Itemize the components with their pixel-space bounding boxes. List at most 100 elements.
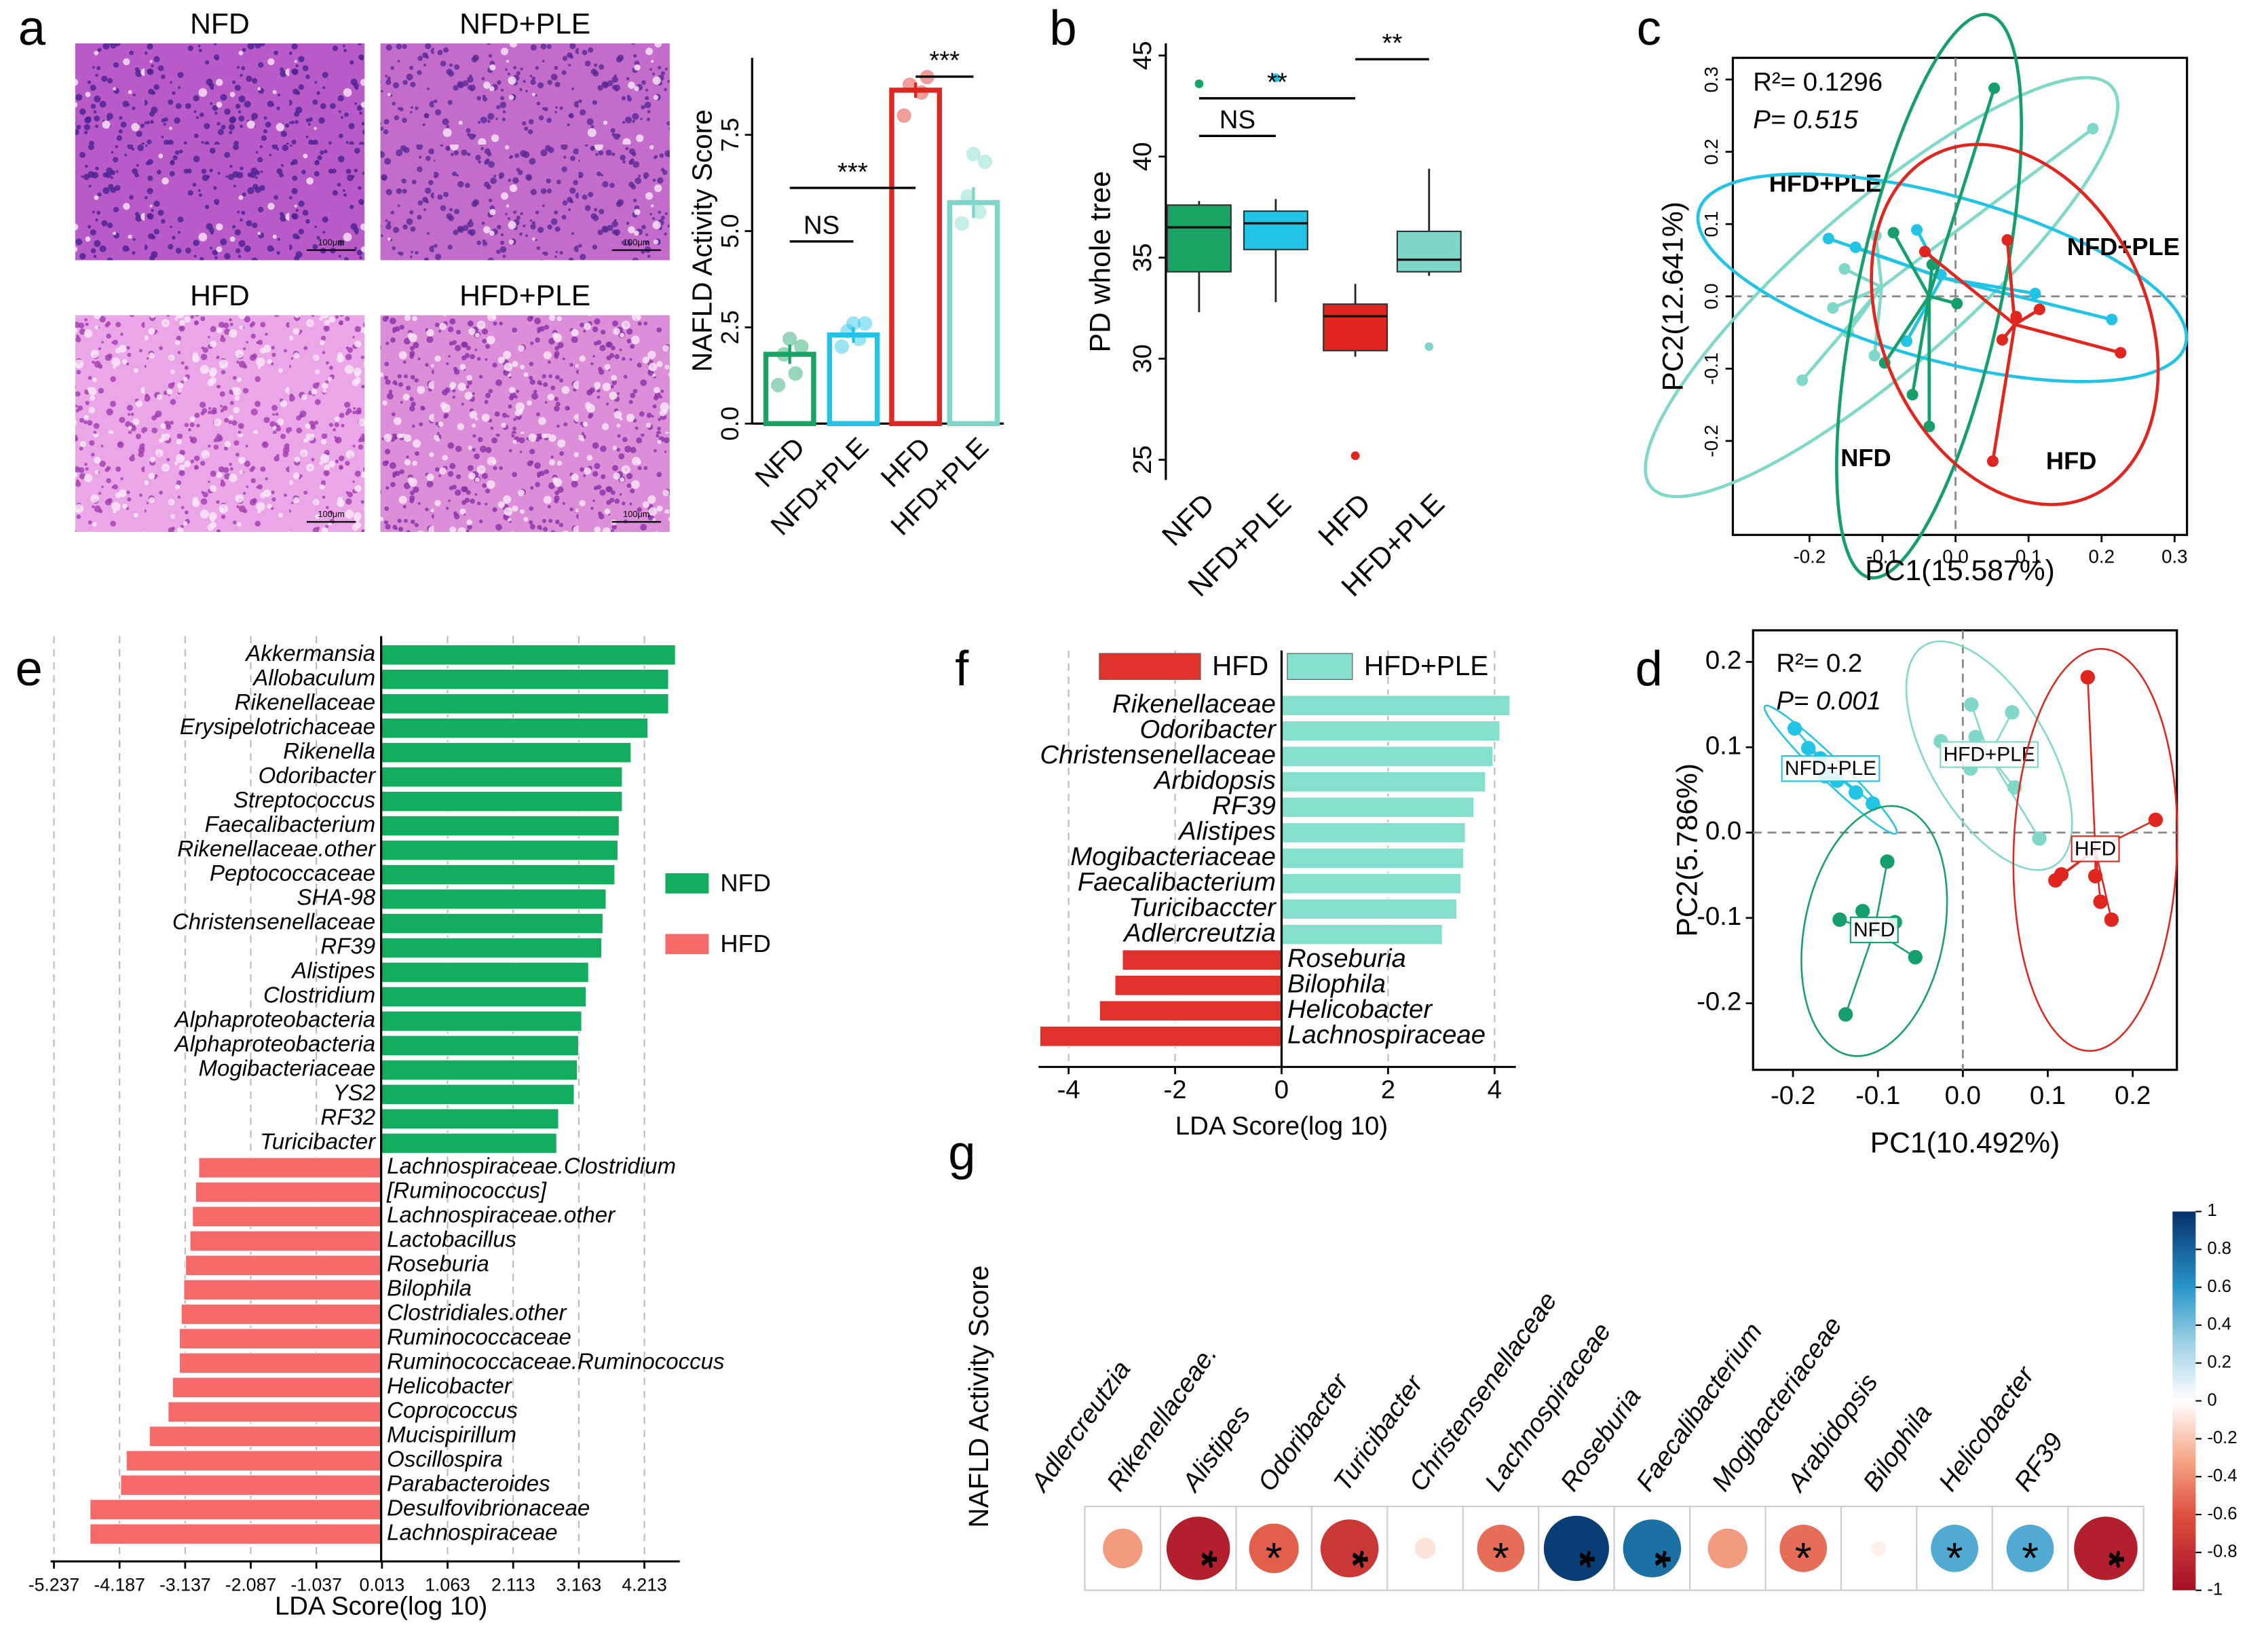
data-point [840,324,855,339]
column-label: Alistipes [1176,1401,1256,1498]
spider-line [1892,231,1931,297]
micrograph [75,43,365,261]
sample-point [1923,421,1935,433]
x-tick-label: -1.037 [290,1574,342,1595]
taxon-label: Roseburia [387,1251,489,1276]
sample-point [1988,82,2001,94]
lda-bar [381,644,676,666]
column-label: RF39 [2009,1428,2069,1496]
scale-bar-label: 100μm [318,237,344,247]
outlier [1194,79,1204,88]
legend-label: HFD [720,930,770,957]
x-axis-label: LDA Score(log 10) [1175,1111,1388,1141]
panel-letter: g [948,1126,975,1181]
lda-bar [381,1059,578,1081]
lda-bar [381,913,604,934]
lda-bar [381,693,669,715]
lda-bar [381,815,620,837]
sample-point [2005,705,2020,720]
group-label-box [1781,755,1880,782]
sample-point [1908,949,1923,965]
spider-line [1923,250,2016,326]
micrograph [380,43,670,261]
sample-point [2010,311,2022,323]
sample-point [2087,869,2103,883]
taxon-label: Desulfovibrionaceae [387,1495,590,1520]
x-tick-label: -0.1 [1855,1081,1900,1110]
sample-point [2033,303,2045,316]
data-point [954,216,970,231]
sample-point [1951,297,1963,309]
scale-bar-label: 100μm [318,509,344,519]
significance-label: ** [1382,28,1403,58]
data-point [776,347,791,362]
spider-line [1988,755,2041,839]
taxon-label: SHA-98 [297,885,375,910]
lda-bar [381,668,669,690]
spider-line [1905,277,1944,342]
x-tick-label: 0.0 [1942,546,1969,567]
sample-point [1800,740,1816,756]
lda-bar [1114,974,1283,996]
taxon-label: Ruminococcaceae.Ruminococcus [387,1348,724,1373]
x-tick-label: -2 [1164,1075,1187,1105]
group-label-box [1940,741,2039,768]
colorbar-tick-label: 0.4 [2207,1315,2231,1334]
lda-bar [381,839,619,861]
lda-bar [381,986,587,1008]
sample-point [1832,912,1847,927]
lda-bar [181,1303,382,1325]
x-tick-label: 4.213 [622,1574,667,1595]
micrograph [75,315,365,533]
taxon-label: Arbidopsis [1153,765,1276,795]
lda-bar [1281,771,1486,793]
spider-line [1880,127,2094,288]
x-tick-label: -4.187 [94,1574,145,1595]
taxon-label: Clostridiales.other [387,1300,567,1325]
lda-bar [381,1035,580,1056]
y-tick-label: 0.1 [1701,211,1722,237]
significance-label: NS [1220,105,1255,134]
outlier [1350,451,1360,461]
taxon-label: Streptococcus [233,787,375,812]
group-label: NFD [1840,444,1891,472]
taxon-label: Rikenellaceae [1112,689,1276,719]
lda-bar [195,1181,382,1203]
legend-swatch [1099,653,1201,681]
lda-bar [381,961,589,983]
sample-point [2080,670,2095,685]
spider-line [2005,240,2017,325]
p-annotation: P= 0.001 [1776,687,1881,716]
y-axis-label: PC2(5.786%) [1671,763,1704,937]
significance-stars: * [1795,1534,1812,1582]
taxon-label: Helicobacter [387,1373,513,1398]
colorbar-tick-label: -1 [2207,1580,2223,1599]
spider-line [1927,88,1996,297]
lda-bar [189,1230,382,1252]
lda-bar [126,1450,382,1472]
taxon-label: Alphaproteobacteria [174,1031,376,1056]
x-tick-label: 1.063 [425,1574,470,1595]
y-tick-label: 0.2 [1701,138,1722,164]
correlation-dot [1320,1519,1379,1578]
row-label: NAFLD Activity Score [963,1265,994,1528]
sample-point [1880,854,1895,869]
colorbar-tick-label: -0.6 [2207,1504,2237,1523]
lda-bar [178,1352,382,1374]
lda-bar [1122,949,1283,971]
correlation-dot [1871,1540,1887,1556]
taxon-label: Christensenellaceae [172,909,375,934]
colorbar [2172,1211,2196,1591]
taxon-label: Roseburia [1287,944,1406,973]
taxon-label: Odoribacter [1140,715,1278,744]
legend-swatch [665,934,709,955]
lda-bar [172,1377,382,1398]
bar [947,199,1000,427]
significance-stars: * [1946,1534,1963,1582]
data-point [977,154,993,170]
data-point [972,204,987,219]
taxon-label: Lactobacillus [387,1227,516,1252]
image-title: NFD [190,8,250,41]
taxon-label: Bilophila [387,1276,472,1301]
